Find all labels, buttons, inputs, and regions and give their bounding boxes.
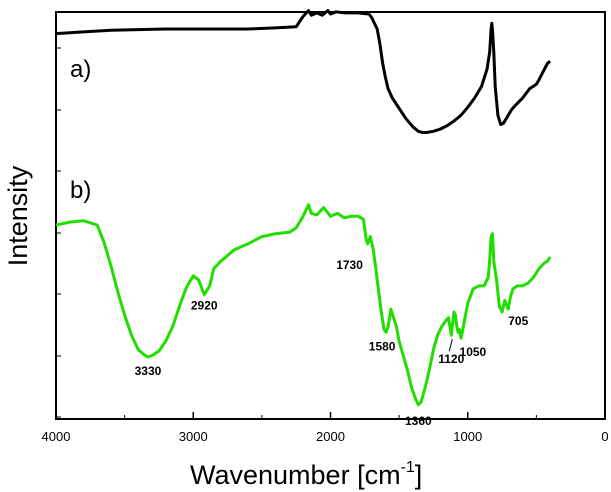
x-axis-title: Wavenumber [cm-1] <box>190 459 422 490</box>
x-tick-label: 0 <box>601 429 608 444</box>
y-axis-title: Intensity <box>3 165 33 266</box>
x-tick-label: 1000 <box>453 429 482 444</box>
peak-label-1360: 1360 <box>405 414 432 428</box>
peak-label-1050: 1050 <box>460 345 487 359</box>
panel-label-a: a) <box>70 56 91 83</box>
x-axis-title-main: Wavenumber [cm <box>190 460 401 490</box>
x-tick-label: 4000 <box>42 429 71 444</box>
x-tick-label: 2000 <box>316 429 345 444</box>
axis-ticks: 4000 3000 2000 1000 0 <box>42 47 609 444</box>
peak-label-3330: 3330 <box>135 364 162 378</box>
x-tick-label: 3000 <box>179 429 208 444</box>
peak-pointer-1120 <box>448 339 453 352</box>
peak-label-705: 705 <box>508 314 528 328</box>
peak-label-1120: 1120 <box>438 352 464 366</box>
x-axis-title-close: ] <box>415 460 423 490</box>
peak-label-1730: 1730 <box>336 258 363 272</box>
peak-label-1580: 1580 <box>369 340 396 354</box>
peak-label-2920: 2920 <box>191 299 218 313</box>
x-axis-title-sup: -1 <box>401 459 415 476</box>
series-line-b <box>55 203 552 407</box>
series-layer <box>55 9 552 407</box>
panel-label-b: b) <box>70 177 91 204</box>
series-line-a <box>55 9 552 134</box>
